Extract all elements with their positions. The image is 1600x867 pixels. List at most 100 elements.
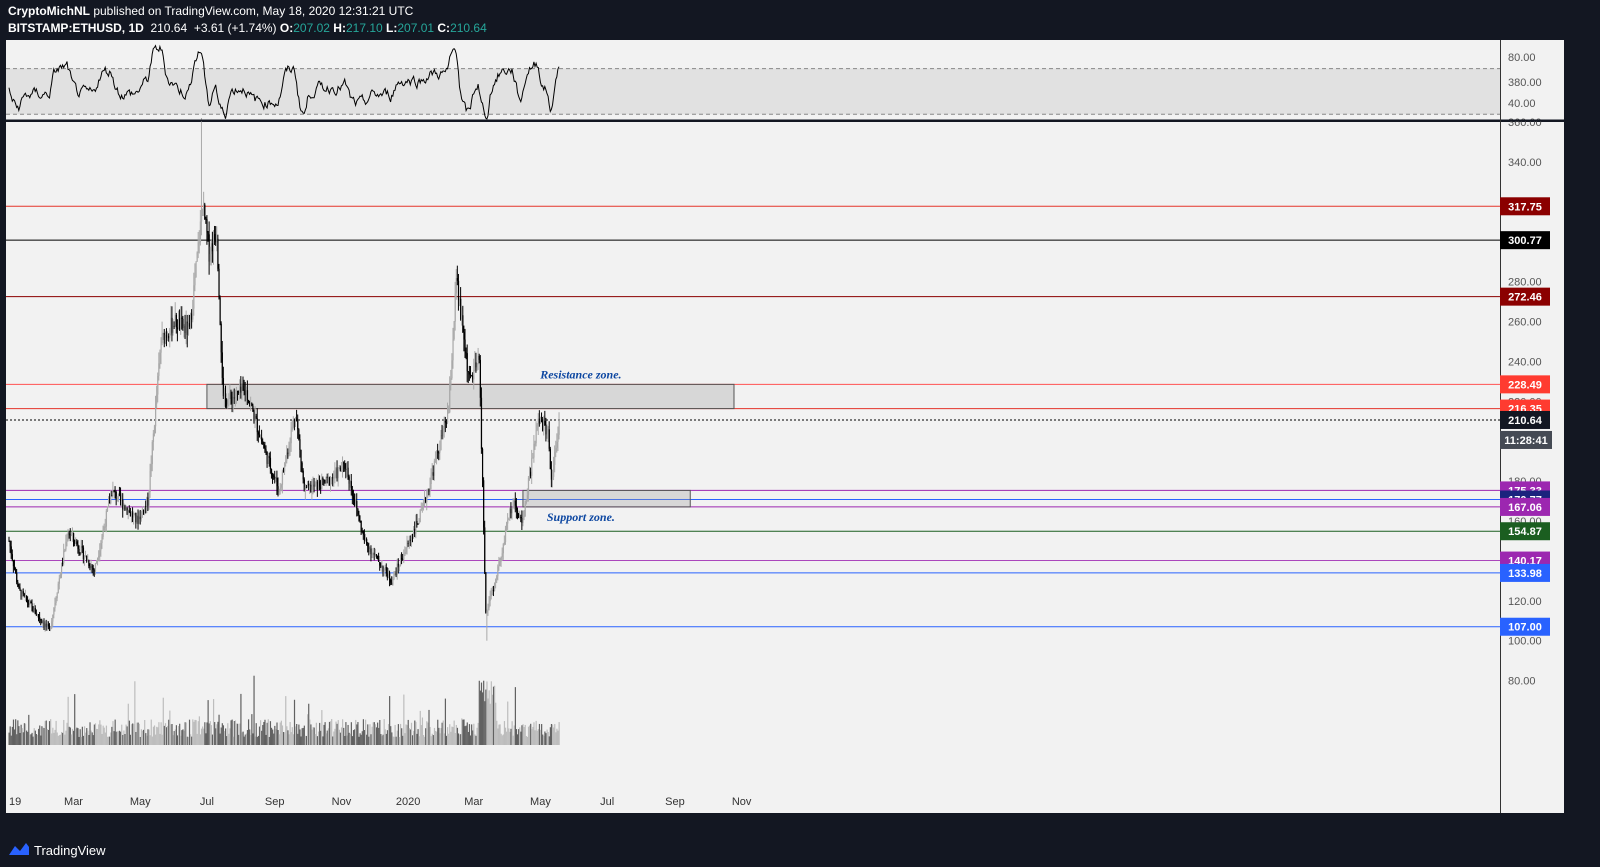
volume-bar (475, 735, 477, 745)
volume-bar (98, 724, 100, 745)
candle-body (335, 468, 337, 471)
candle-body (161, 333, 163, 344)
x-tick-6: 2020 (396, 796, 420, 808)
volume-bar (187, 736, 190, 745)
candle-body (344, 463, 346, 469)
volume-bar (36, 735, 39, 745)
volume-bar (151, 736, 153, 745)
candle-body (167, 335, 169, 338)
y-tick-1: 360.00 (1508, 117, 1542, 129)
x-tick-4: Sep (265, 796, 285, 808)
volume-bar (101, 733, 103, 745)
candle-body (317, 481, 320, 491)
close-label: C: (437, 21, 451, 35)
volume-bar (332, 736, 334, 745)
candle-body (59, 574, 62, 579)
candle-body (47, 624, 50, 626)
candle-body (456, 278, 459, 281)
candle-body (64, 549, 66, 551)
volume-bar (263, 721, 265, 745)
candle-body (314, 483, 316, 487)
symbol-label[interactable]: BITSTAMP:ETHUSD, 1D (8, 21, 144, 35)
close-value: 210.64 (450, 21, 487, 35)
volume-bar (541, 724, 543, 745)
volume-bar (495, 702, 497, 745)
volume-bar (386, 730, 389, 745)
volume-bar (216, 724, 218, 745)
candle-body (506, 523, 508, 529)
author-name[interactable]: CryptoMichNL (8, 4, 90, 18)
rsi-tick-0: 80.00 (1508, 52, 1536, 64)
volume-bar (513, 725, 515, 745)
volume-bar (494, 685, 496, 745)
candle-body (67, 533, 69, 541)
candle-body (127, 510, 129, 515)
ohlc-line: BITSTAMP:ETHUSD, 1D 210.64 +3.61 (+1.74%… (8, 21, 487, 35)
volume-bar (141, 730, 144, 745)
volume-bar (82, 735, 85, 745)
candle-body (158, 363, 160, 376)
candle-body (367, 543, 369, 547)
volume-bar (539, 729, 542, 745)
candle-body (95, 561, 98, 564)
candle-body (198, 242, 200, 244)
candle-body (497, 566, 499, 577)
candle-body (275, 478, 277, 480)
x-tick-3: Jul (200, 796, 214, 808)
volume-bar (546, 729, 548, 745)
candle-body (359, 520, 361, 522)
volume-bar (312, 727, 314, 745)
volume-bar (415, 721, 417, 745)
candle-body (416, 520, 418, 524)
volume-bar (509, 731, 511, 745)
candle-body (76, 541, 78, 545)
volume-bar (404, 733, 406, 745)
candle-body (288, 446, 290, 454)
candle-body (368, 546, 370, 553)
candle-body (299, 439, 301, 450)
volume-bar (370, 734, 372, 745)
candle-body (319, 481, 321, 487)
volume-bar (491, 694, 494, 745)
volume-bar (247, 719, 250, 745)
candle-body (474, 362, 476, 370)
candle-body (478, 355, 480, 360)
volume-bar (48, 721, 51, 745)
candle-body (503, 542, 506, 545)
candle-body (200, 215, 203, 222)
candle-body (480, 397, 483, 449)
price-chart[interactable]: 80.00 40.00 Resistance zone. Support zone.… (0, 40, 1600, 833)
volume-bar (380, 734, 382, 745)
tradingview-logo-icon[interactable] (8, 842, 30, 856)
volume-bar (161, 734, 163, 745)
candle-body (405, 548, 407, 553)
candle-body (257, 432, 260, 435)
candle-body (488, 600, 490, 608)
candle-body (498, 561, 500, 567)
volume-bar (443, 733, 445, 745)
candle-body (290, 429, 292, 444)
volume-bar (176, 735, 179, 745)
candle-body (403, 555, 405, 560)
volume-bar (323, 724, 325, 745)
volume-bar (503, 721, 506, 745)
rsi-tick-1: 40.00 (1508, 98, 1536, 110)
candle-body (426, 496, 428, 503)
candle-body (223, 393, 226, 397)
volume-bar (53, 732, 55, 745)
volume-bar (136, 722, 138, 745)
candle-body (355, 501, 357, 505)
candle-body (196, 252, 198, 262)
candle-body (112, 490, 114, 497)
candle-body (8, 540, 10, 542)
candle-body (188, 323, 191, 327)
candle-body (473, 369, 475, 380)
volume-bar (235, 723, 238, 745)
brand-name[interactable]: TradingView (34, 843, 106, 858)
candle-body (286, 452, 288, 461)
candle-body (394, 572, 396, 574)
candle-body (527, 477, 530, 496)
candle-body (402, 559, 404, 561)
volume-bar (9, 726, 11, 745)
candle-body (250, 403, 252, 405)
